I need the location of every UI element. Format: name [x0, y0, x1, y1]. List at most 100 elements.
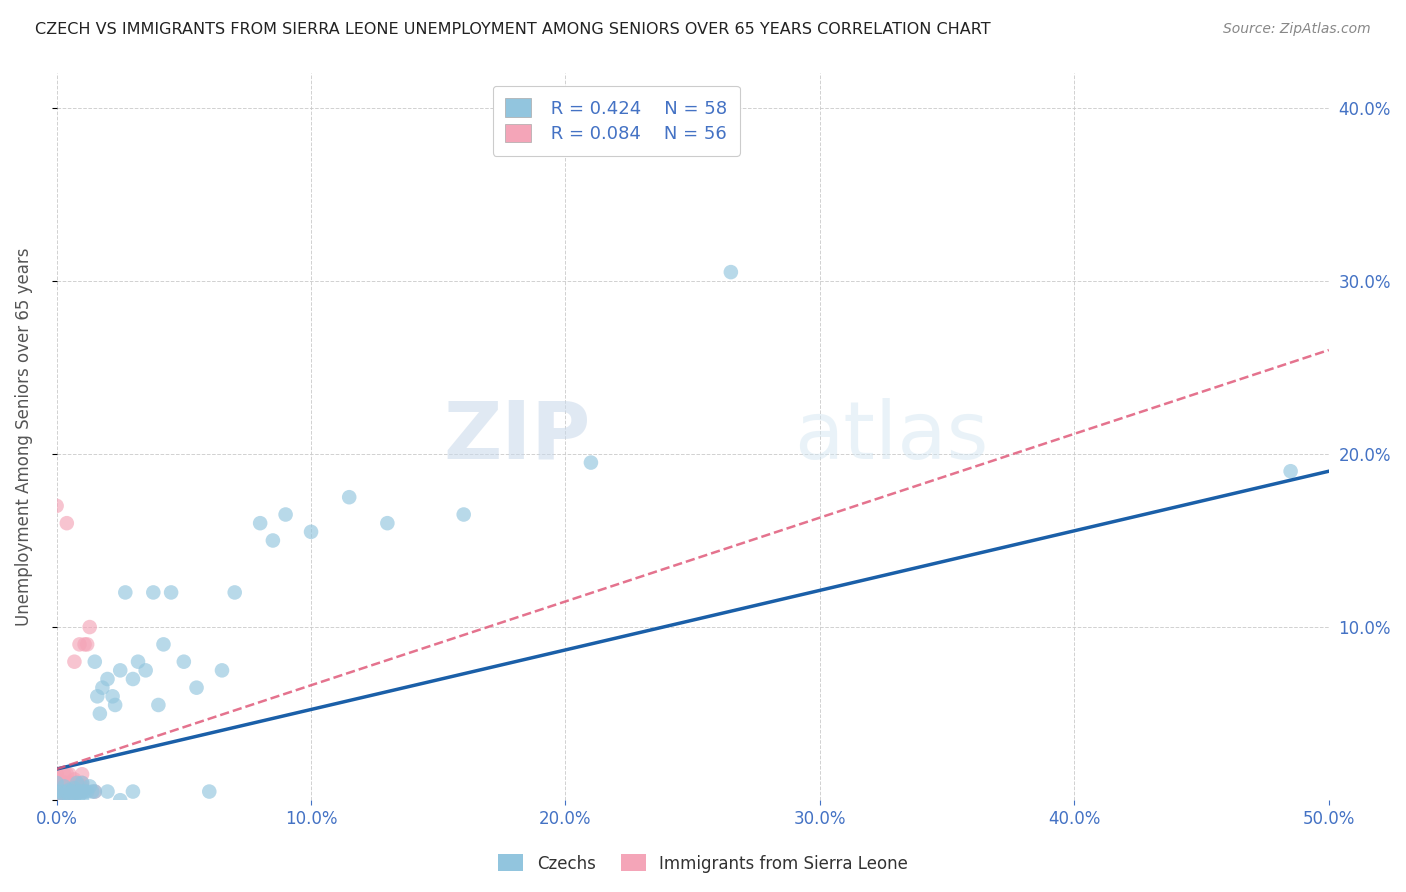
Point: [173, 655, 195, 669]
Point: [122, 672, 145, 686]
Point: [63, 776, 86, 790]
Point: [45, 784, 67, 798]
Point: [453, 508, 475, 522]
Point: [45, 776, 67, 790]
Point: [45, 793, 67, 807]
Point: [58, 782, 80, 797]
Point: [66, 784, 89, 798]
Point: [211, 664, 233, 678]
Point: [66, 776, 89, 790]
Point: [69, 637, 91, 651]
Point: [56, 516, 79, 531]
Point: [70, 780, 93, 794]
Point: [58, 781, 80, 796]
Point: [53, 767, 76, 781]
Point: [45, 499, 67, 513]
Point: [58, 767, 80, 781]
Point: [53, 788, 76, 802]
Point: [45, 793, 67, 807]
Point: [101, 690, 124, 704]
Point: [45, 781, 67, 796]
Point: [73, 784, 96, 798]
Point: [45, 767, 67, 781]
Point: [66, 784, 89, 798]
Point: [60, 780, 83, 794]
Point: [56, 780, 79, 794]
Legend:  R = 0.424    N = 58,  R = 0.084    N = 56: R = 0.424 N = 58, R = 0.084 N = 56: [492, 86, 740, 156]
Point: [53, 780, 76, 794]
Point: [53, 784, 76, 798]
Point: [51, 784, 73, 798]
Point: [60, 784, 83, 798]
Point: [66, 780, 89, 794]
Point: [79, 780, 101, 794]
Point: [70, 793, 93, 807]
Point: [56, 767, 79, 781]
Point: [262, 533, 284, 548]
Point: [51, 780, 73, 794]
Point: [53, 780, 76, 794]
Point: [152, 637, 174, 651]
Point: [186, 681, 208, 695]
Point: [89, 706, 111, 721]
Point: [110, 664, 132, 678]
Point: [73, 637, 96, 651]
Point: [48, 784, 70, 798]
Text: CZECH VS IMMIGRANTS FROM SIERRA LEONE UNEMPLOYMENT AMONG SENIORS OVER 65 YEARS C: CZECH VS IMMIGRANTS FROM SIERRA LEONE UN…: [35, 22, 991, 37]
Text: Source: ZipAtlas.com: Source: ZipAtlas.com: [1223, 22, 1371, 37]
Point: [48, 793, 70, 807]
Point: [63, 781, 86, 796]
Point: [83, 655, 105, 669]
Point: [66, 776, 89, 790]
Point: [377, 516, 399, 531]
Point: [58, 784, 80, 798]
Point: [76, 784, 98, 798]
Point: [86, 690, 108, 704]
Point: [69, 780, 91, 794]
Point: [720, 265, 742, 279]
Point: [69, 788, 91, 802]
Point: [48, 793, 70, 807]
Point: [45, 780, 67, 794]
Point: [63, 784, 86, 798]
Point: [83, 784, 105, 798]
Point: [299, 524, 322, 539]
Point: [274, 508, 297, 522]
Point: [70, 767, 93, 781]
Y-axis label: Unemployment Among Seniors over 65 years: Unemployment Among Seniors over 65 years: [15, 247, 32, 626]
Point: [58, 780, 80, 794]
Point: [82, 784, 104, 798]
Point: [96, 784, 118, 798]
Point: [70, 776, 93, 790]
Point: [148, 698, 170, 712]
Point: [53, 776, 76, 790]
Point: [60, 784, 83, 798]
Point: [579, 456, 602, 470]
Point: [70, 784, 93, 798]
Point: [58, 776, 80, 790]
Point: [45, 784, 67, 798]
Point: [45, 776, 67, 790]
Point: [76, 637, 98, 651]
Point: [51, 776, 73, 790]
Point: [249, 516, 271, 531]
Point: [56, 776, 79, 790]
Point: [83, 784, 105, 798]
Point: [63, 655, 86, 669]
Point: [160, 585, 183, 599]
Point: [1279, 464, 1302, 478]
Point: [58, 793, 80, 807]
Point: [79, 620, 101, 634]
Text: ZIP: ZIP: [444, 398, 591, 475]
Point: [127, 655, 149, 669]
Point: [104, 698, 127, 712]
Point: [53, 776, 76, 790]
Legend: Czechs, Immigrants from Sierra Leone: Czechs, Immigrants from Sierra Leone: [492, 847, 914, 880]
Point: [122, 784, 145, 798]
Point: [110, 793, 132, 807]
Point: [45, 788, 67, 802]
Point: [45, 776, 67, 790]
Point: [56, 784, 79, 798]
Point: [70, 776, 93, 790]
Point: [63, 789, 86, 804]
